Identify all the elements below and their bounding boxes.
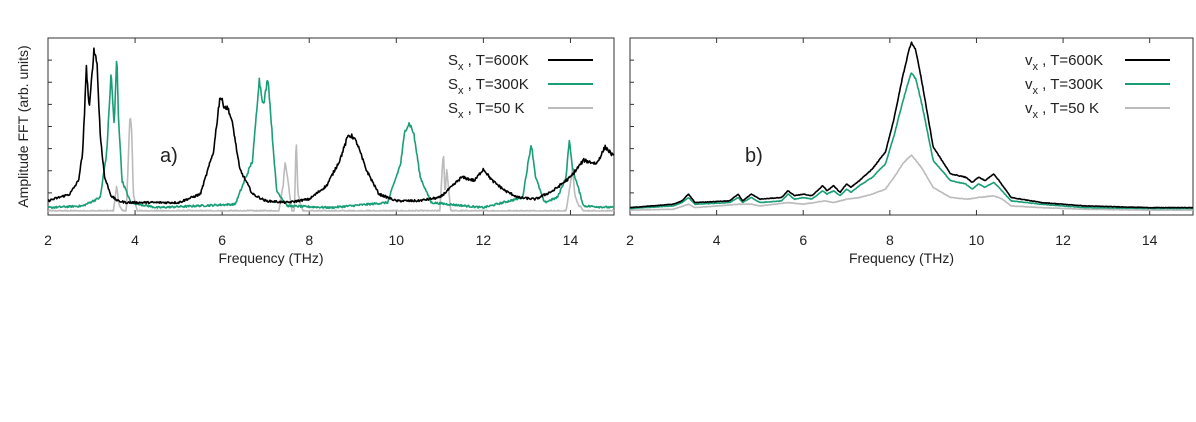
panel-b-ticks: 2 4 6 8 10 12 14 [626, 37, 1158, 248]
legend-entry: vx , T=300K [1025, 76, 1170, 97]
series-line-t50k [47, 117, 615, 212]
series-line-t600k [47, 47, 615, 205]
x-tick-label: 12 [1055, 232, 1071, 248]
series-line-t300k [629, 72, 1194, 210]
panel-a: 2 4 6 8 10 12 14 a) Frequency (THz) Amplitude … [15, 37, 615, 266]
panel-b-legend: vx , T=600K vx , T=300K vx , T=50 K [1025, 52, 1170, 121]
x-tick-label: 10 [389, 232, 405, 248]
legend-label: vx , T=300K [1025, 76, 1103, 97]
legend-label: vx , T=50 K [1025, 100, 1099, 121]
x-tick-label: 4 [131, 232, 139, 248]
legend-label: vx , T=600K [1025, 52, 1103, 73]
x-tick-label: 14 [563, 232, 579, 248]
panel-a-ticks: 2 4 6 8 10 12 14 [44, 37, 579, 248]
series-line-t50k [629, 154, 1194, 212]
x-tick-label: 6 [799, 232, 807, 248]
legend-label: Sx , T=50 K [448, 100, 525, 121]
panel-b-label: b) [745, 145, 763, 167]
x-tick-label: 2 [626, 232, 634, 248]
x-tick-label: 12 [476, 232, 492, 248]
panel-a-label: a) [160, 145, 178, 167]
x-tick-label: 2 [44, 232, 52, 248]
legend-label: Sx , T=300K [448, 76, 529, 97]
x-tick-label: 4 [713, 232, 721, 248]
panel-a-y-axis-label: Amplitude FFT (arb. units) [15, 45, 31, 207]
panel-b-series-lines [629, 41, 1194, 212]
x-tick-label: 10 [969, 232, 985, 248]
legend-entry: Sx , T=300K [448, 76, 593, 97]
panel-a-series-lines [47, 47, 615, 212]
panel-b: 2 4 6 8 10 12 14 b) Frequency (THz) vx , T=600… [626, 37, 1194, 266]
panel-a-legend: Sx , T=600K Sx , T=300K Sx , T=50 K [448, 52, 593, 121]
legend-entry: Sx , T=600K [448, 52, 593, 73]
x-tick-label: 14 [1142, 232, 1158, 248]
x-tick-label: 8 [305, 232, 313, 248]
x-tick-label: 6 [218, 232, 226, 248]
legend-label: Sx , T=600K [448, 52, 529, 73]
panel-a-x-axis-label: Frequency (THz) [218, 250, 323, 266]
legend-entry: vx , T=600K [1025, 52, 1170, 73]
series-line-t600k [629, 41, 1194, 209]
legend-entry: Sx , T=50 K [448, 100, 593, 121]
legend-entry: vx , T=50 K [1025, 100, 1170, 121]
x-tick-label: 8 [886, 232, 894, 248]
panel-b-x-axis-label: Frequency (THz) [849, 250, 954, 266]
